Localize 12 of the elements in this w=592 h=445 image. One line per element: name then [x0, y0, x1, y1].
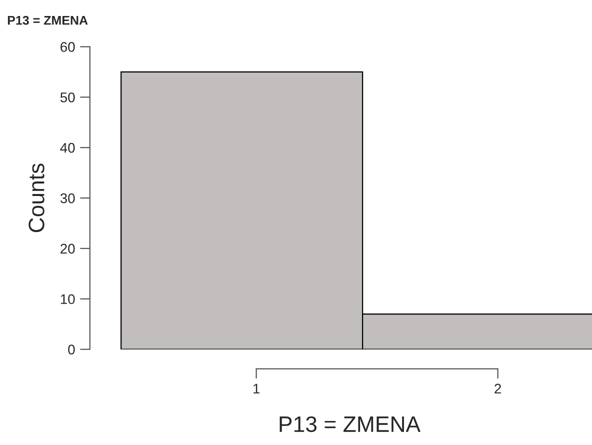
x-tick-label: 1 — [253, 384, 260, 394]
y-tick-label: 50 — [60, 92, 75, 102]
y-axis-title: Counts — [28, 164, 44, 232]
x-axis-title: P13 = ZMENA — [280, 416, 421, 432]
y-tick-label: 40 — [60, 142, 75, 153]
y-tick-label: 30 — [60, 193, 75, 204]
y-tick-label: 60 — [60, 42, 75, 52]
y-tick-label: 0 — [68, 344, 75, 354]
x-tick-label: 2 — [494, 384, 501, 394]
y-tick-label: 10 — [60, 294, 75, 304]
chart-title: P13 = ZMENA — [8, 16, 88, 25]
y-tick-label: 20 — [60, 244, 75, 254]
